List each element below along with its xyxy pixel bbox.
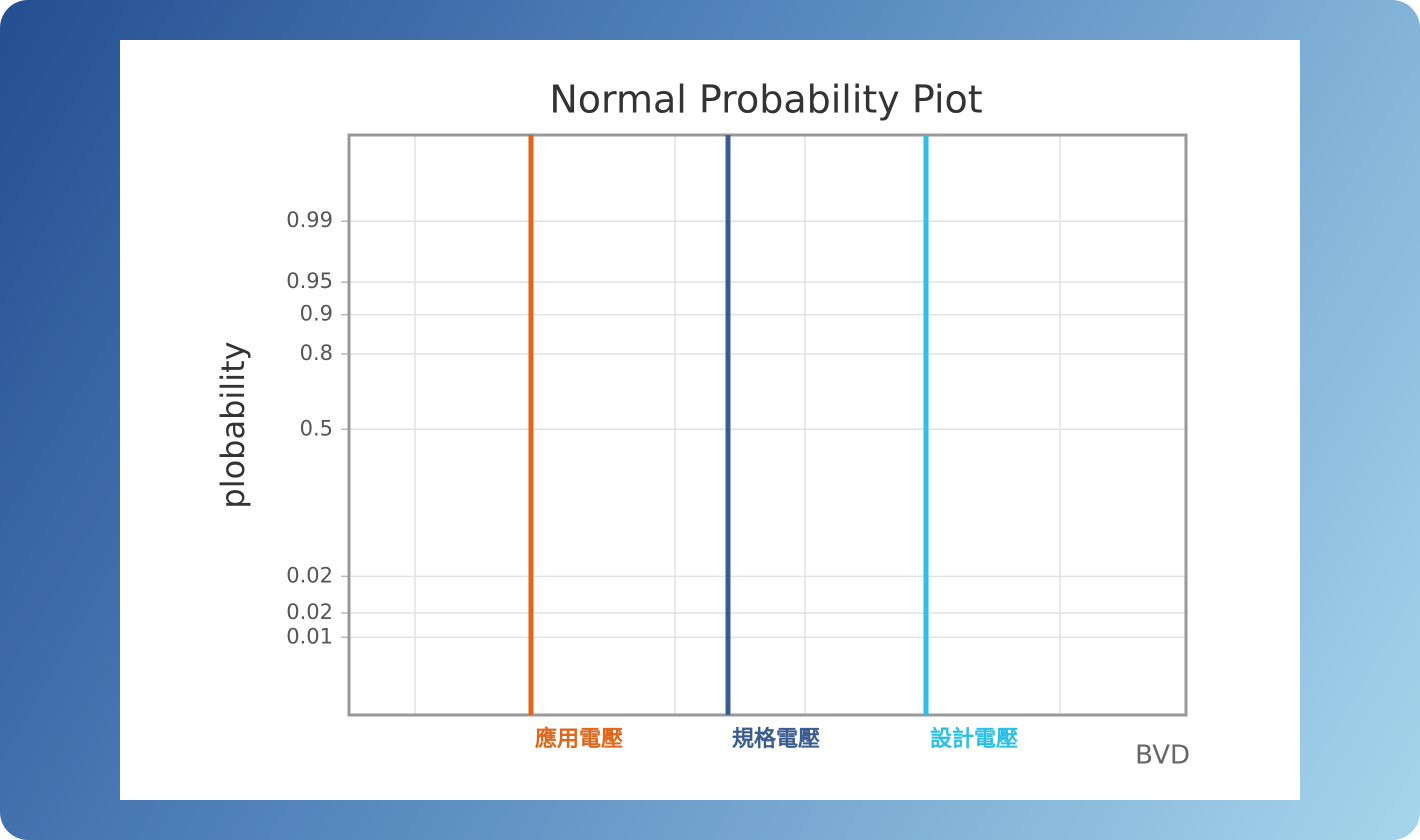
chart-title: Normal Probability Piot: [549, 78, 982, 122]
y-tick-label: 0.01: [286, 624, 333, 648]
y-tick-label: 0.9: [300, 302, 333, 326]
plot-frame: [347, 133, 1188, 717]
y-tick-label: 0.8: [300, 341, 333, 365]
reference-label: 規格電壓: [732, 726, 820, 752]
y-tick-label: 0.5: [300, 416, 333, 440]
y-tick-label: 0.02: [286, 563, 333, 587]
reference-label: 設計電壓: [930, 726, 1018, 752]
x-grid: [414, 135, 1061, 715]
reference-label: 應用電壓: [535, 726, 623, 752]
y-axis-label: plobability: [214, 341, 252, 508]
y-tick-label: 0.02: [286, 600, 333, 624]
x-axis-label: BVD: [1135, 741, 1190, 771]
y-tick-label: 0.99: [286, 208, 333, 232]
y-tick-label: 0.95: [286, 269, 333, 293]
card: [120, 40, 1300, 800]
